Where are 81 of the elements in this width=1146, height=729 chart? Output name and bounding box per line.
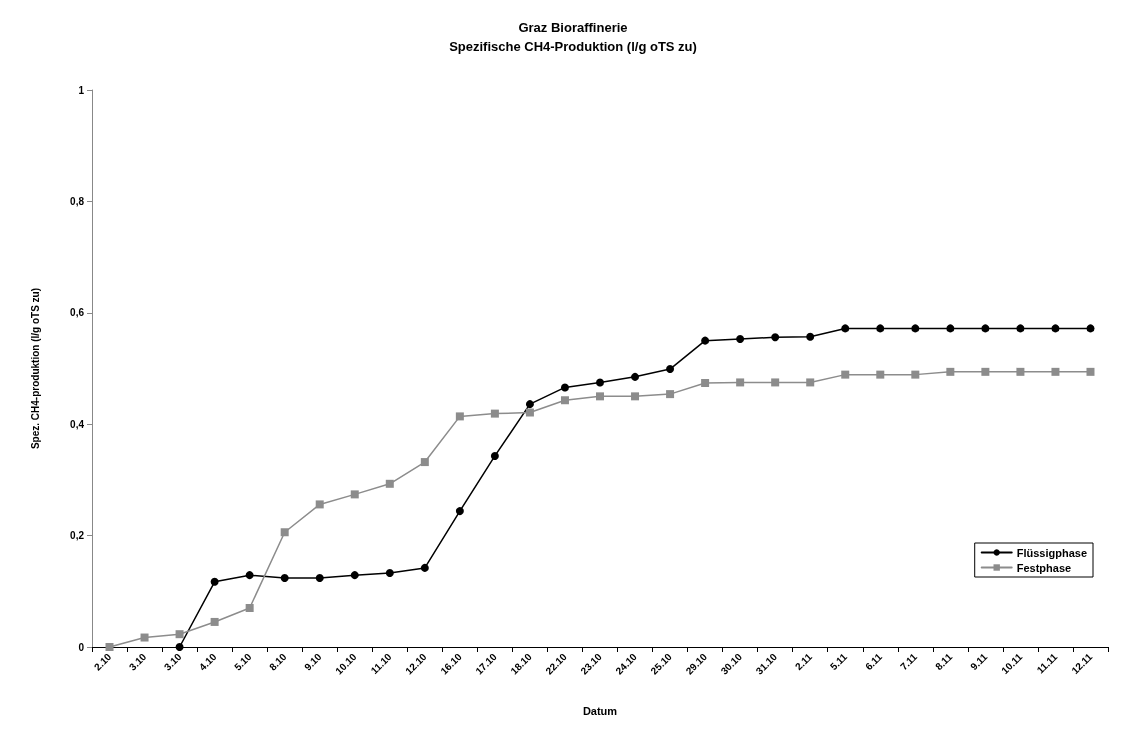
point — [455, 412, 464, 421]
point — [420, 563, 429, 572]
point — [280, 573, 289, 582]
point — [350, 490, 359, 499]
x-tick-label: 3.10 — [126, 650, 149, 673]
point — [701, 336, 710, 345]
point — [525, 408, 534, 417]
point — [105, 643, 114, 651]
legend-label: Festphase — [1016, 561, 1072, 574]
x-tick-label: 5.10 — [232, 650, 254, 673]
point — [560, 383, 569, 392]
y-tick-label: 0,2 — [70, 530, 85, 542]
x-tick-label: 9.10 — [302, 650, 324, 673]
point — [911, 324, 920, 333]
point — [140, 633, 149, 642]
point — [420, 458, 429, 467]
point — [981, 367, 990, 376]
point — [525, 400, 534, 409]
point — [1051, 367, 1060, 376]
x-tick-label: 8.10 — [267, 650, 289, 673]
point — [946, 324, 955, 333]
point — [1086, 367, 1095, 376]
point — [1016, 324, 1025, 333]
point — [876, 370, 885, 379]
point — [736, 334, 745, 343]
point — [210, 617, 219, 626]
y-tick-label: 0,6 — [70, 307, 85, 319]
chart-title: Graz Bioraffinerie — [518, 20, 628, 35]
point — [771, 333, 780, 342]
x-tick-label: 3.10 — [161, 650, 184, 673]
point — [560, 396, 569, 405]
point — [701, 378, 710, 387]
point — [771, 378, 780, 387]
y-tick-label: 0,8 — [70, 195, 85, 207]
x-axis-title: Datum — [582, 704, 618, 717]
point — [1051, 324, 1060, 333]
point — [175, 643, 184, 651]
y-tick-label: 0,4 — [70, 418, 85, 430]
point — [841, 370, 850, 379]
point — [1016, 367, 1025, 376]
point — [911, 370, 920, 379]
point — [981, 324, 990, 333]
point — [175, 630, 184, 639]
point — [631, 392, 640, 401]
y-tick-label: 1 — [78, 84, 85, 96]
x-tick-label: 7.11 — [898, 650, 920, 673]
point — [385, 479, 394, 488]
point — [490, 451, 499, 460]
y-tick-label: 0 — [78, 641, 85, 653]
point — [876, 324, 885, 333]
point — [631, 372, 640, 381]
point — [596, 378, 604, 387]
x-tick-label: 5.11 — [827, 650, 850, 673]
x-tick-label: 2.10 — [91, 650, 114, 673]
x-tick-label: 9.11 — [968, 650, 990, 673]
point — [736, 378, 745, 387]
x-tick-label: 8.11 — [933, 650, 955, 673]
x-tick-label: 2.11 — [792, 650, 815, 673]
legend-label: Flüssigphase — [1016, 546, 1087, 559]
point — [806, 332, 815, 341]
point — [841, 324, 850, 333]
chart-subtitle: Spezifische CH4-Produktion (l/g oTS zu) — [449, 39, 697, 54]
point — [596, 392, 604, 401]
point — [315, 500, 324, 509]
point — [385, 568, 394, 577]
point — [1086, 324, 1095, 333]
point — [245, 571, 254, 580]
point — [350, 571, 359, 580]
point — [210, 577, 219, 586]
point — [946, 367, 955, 376]
point — [315, 573, 324, 582]
point — [666, 390, 675, 399]
x-tick-label: 4.10 — [196, 650, 219, 673]
x-tick-label: 6.11 — [863, 650, 885, 673]
point — [455, 507, 464, 516]
point — [666, 365, 675, 374]
point — [245, 604, 254, 613]
point — [490, 409, 499, 418]
point — [280, 528, 289, 537]
point — [806, 378, 815, 387]
y-axis-title: Spez. CH4-produktion (l/g oTS zu) — [29, 287, 41, 450]
